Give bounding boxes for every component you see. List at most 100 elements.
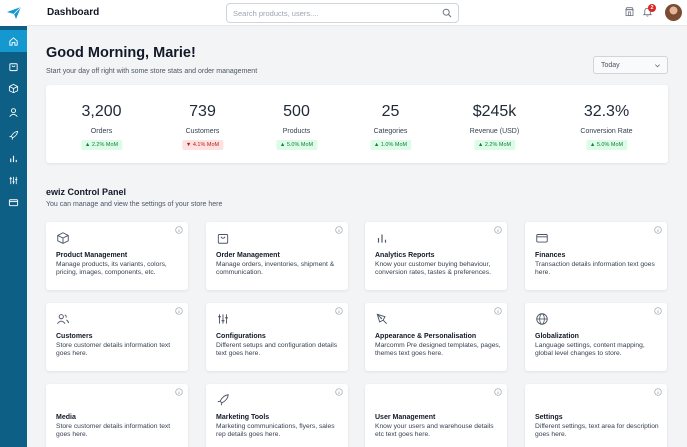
chevron-down-icon bbox=[655, 64, 660, 68]
sidebar-item-users[interactable] bbox=[0, 101, 27, 123]
info-icon[interactable] bbox=[654, 388, 662, 396]
card-description: Marketing communications, flyers, sales … bbox=[216, 423, 335, 439]
notification-badge: 2 bbox=[648, 4, 656, 12]
shopping-bag-icon bbox=[9, 62, 18, 71]
sidebar-item-configurations[interactable] bbox=[0, 169, 27, 191]
sidebar-item-orders[interactable] bbox=[0, 55, 27, 77]
card-title: Settings bbox=[535, 414, 563, 421]
stat-delta-badge: ▼ 4.1% MoM bbox=[181, 140, 224, 150]
sidebar bbox=[0, 0, 27, 447]
stat-label: Products bbox=[282, 128, 311, 135]
card-description: Transaction details information text goe… bbox=[535, 261, 655, 277]
card-title: Customers bbox=[56, 333, 93, 340]
info-icon[interactable] bbox=[175, 388, 183, 396]
user-icon bbox=[9, 107, 18, 117]
info-icon[interactable] bbox=[175, 226, 183, 234]
stat-label: Revenue (USD) bbox=[469, 128, 520, 135]
card-description: Store customer details information text … bbox=[56, 342, 171, 358]
sidebar-item-finances[interactable] bbox=[0, 191, 27, 213]
control-panel-subtitle: You can manage and view the settings of … bbox=[46, 201, 223, 208]
card-analytics-reports[interactable]: Analytics Reports Know your customer buy… bbox=[365, 222, 507, 290]
sidebar-item-products[interactable] bbox=[0, 77, 27, 99]
card-order-management[interactable]: Order Management Manage orders, inventor… bbox=[206, 222, 348, 290]
box-icon bbox=[8, 83, 19, 93]
card-globalization[interactable]: Globalization Language settings, content… bbox=[525, 303, 667, 371]
globe-icon bbox=[536, 313, 548, 325]
control-panel-title: ewiz Control Panel bbox=[46, 187, 127, 197]
credit-card-icon bbox=[536, 234, 548, 243]
card-appearance-personalisation[interactable]: Appearance & Personalisation Marcomm Pre… bbox=[365, 303, 507, 371]
avatar[interactable] bbox=[665, 4, 682, 21]
stat-value: 32.3% bbox=[583, 103, 630, 120]
card-title: Media bbox=[56, 414, 76, 421]
sliders-icon bbox=[9, 176, 18, 184]
card-description: Manage orders, inventories, shipment & c… bbox=[216, 261, 335, 277]
stat-value: 500 bbox=[283, 103, 310, 120]
info-icon[interactable] bbox=[175, 307, 183, 315]
sidebar-item-home[interactable] bbox=[0, 30, 27, 52]
date-filter-select[interactable]: Today bbox=[593, 56, 668, 74]
search-input[interactable] bbox=[233, 7, 433, 20]
stat-revenue: $245k Revenue (USD) ▲ 2.2% MoM bbox=[443, 85, 546, 163]
rocket-icon bbox=[217, 394, 229, 406]
info-icon[interactable] bbox=[335, 388, 343, 396]
stat-label: Conversion Rate bbox=[580, 128, 633, 135]
card-title: Analytics Reports bbox=[375, 252, 435, 259]
stat-conversion-rate: 32.3% Conversion Rate ▲ 5.0% MoM bbox=[555, 85, 658, 163]
card-title: Marketing Tools bbox=[216, 414, 270, 421]
info-icon[interactable] bbox=[335, 226, 343, 234]
card-description: Language settings, content mapping, glob… bbox=[535, 342, 645, 358]
card-user-management[interactable]: User Management Know your users and ware… bbox=[365, 384, 507, 447]
stat-delta-badge: ▲ 5.0% MoM bbox=[585, 140, 628, 150]
sidebar-item-analytics[interactable] bbox=[0, 147, 27, 169]
shopping-bag-icon bbox=[217, 234, 229, 244]
page-title: Dashboard bbox=[47, 7, 100, 18]
greeting-title: Good Morning, Marie! bbox=[46, 45, 196, 61]
stat-value: 25 bbox=[381, 103, 400, 120]
card-finances[interactable]: Finances Transaction details information… bbox=[525, 222, 667, 290]
store-icon[interactable] bbox=[624, 6, 635, 17]
stat-categories: 25 Categories ▲ 1.0% MoM bbox=[339, 85, 442, 163]
stat-label: Orders bbox=[90, 128, 113, 135]
bar-chart-icon bbox=[10, 155, 17, 162]
stat-value: $245k bbox=[472, 103, 517, 120]
info-icon[interactable] bbox=[654, 226, 662, 234]
card-configurations[interactable]: Configurations Different setups and conf… bbox=[206, 303, 348, 371]
card-description: Marcomm Pre designed templates, pages, t… bbox=[375, 342, 501, 358]
card-product-management[interactable]: Product Management Manage products, its … bbox=[46, 222, 188, 290]
card-description: Know your customer buying behaviour, con… bbox=[375, 261, 491, 277]
card-customers[interactable]: Customers Store customer details informa… bbox=[46, 303, 188, 371]
stat-label: Categories bbox=[373, 128, 408, 135]
info-icon[interactable] bbox=[335, 307, 343, 315]
stat-customers: 739 Customers ▼ 4.1% MoM bbox=[151, 85, 254, 163]
card-description: Know your users and warehouse details et… bbox=[375, 423, 494, 439]
card-media[interactable]: Media Store customer details information… bbox=[46, 384, 188, 447]
stat-delta-badge: ▲ 5.0% MoM bbox=[275, 140, 318, 150]
stat-orders: 3,200 Orders ▲ 2.2% MoM bbox=[50, 85, 153, 163]
info-icon[interactable] bbox=[494, 388, 502, 396]
card-settings[interactable]: Settings Different settings, text area f… bbox=[525, 384, 667, 447]
users-icon bbox=[57, 314, 70, 324]
card-marketing-tools[interactable]: Marketing Tools Marketing communications… bbox=[206, 384, 348, 447]
search-icon[interactable] bbox=[442, 8, 452, 18]
pen-tool-icon bbox=[376, 313, 387, 324]
sidebar-item-marketing[interactable] bbox=[0, 124, 27, 146]
stats-card: 3,200 Orders ▲ 2.2% MoM 739 Customers ▼ … bbox=[46, 85, 668, 163]
search-box[interactable] bbox=[226, 3, 459, 23]
stat-delta-badge: ▲ 1.0% MoM bbox=[369, 140, 412, 150]
stat-delta-badge: ▲ 2.2% MoM bbox=[473, 140, 516, 150]
card-title: Order Management bbox=[216, 252, 280, 259]
top-bar: Dashboard 2 bbox=[27, 0, 687, 26]
info-icon[interactable] bbox=[494, 226, 502, 234]
card-title: Appearance & Personalisation bbox=[375, 333, 477, 340]
date-filter-value: Today bbox=[601, 62, 620, 69]
paper-plane-logo-icon[interactable] bbox=[0, 0, 27, 26]
stat-value: 739 bbox=[189, 103, 216, 120]
info-icon[interactable] bbox=[654, 307, 662, 315]
home-icon bbox=[9, 36, 18, 46]
card-description: Store customer details information text … bbox=[56, 423, 171, 439]
card-title: Globalization bbox=[535, 333, 579, 340]
card-title: Product Management bbox=[56, 252, 128, 259]
sliders-icon bbox=[218, 314, 228, 324]
info-icon[interactable] bbox=[494, 307, 502, 315]
